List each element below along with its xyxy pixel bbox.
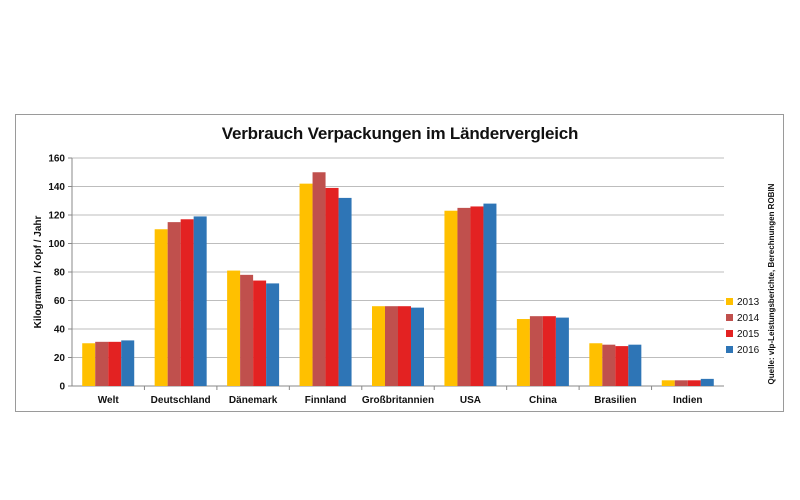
bar-2014-2 [240, 274, 254, 386]
y-tick-label: 60 [54, 296, 66, 307]
y-axis-ticks: 0 20 40 60 80 100 120 140 160 [48, 154, 65, 393]
bar-2013-4 [372, 306, 385, 386]
x-category-label: Finnland [305, 395, 347, 406]
legend-label-2013: 2013 [737, 297, 760, 308]
bar-2016-0 [121, 340, 135, 386]
bar-2014-1 [167, 222, 181, 386]
y-tick-label: 120 [48, 211, 65, 222]
x-category-label: Deutschland [151, 395, 211, 406]
bar-2016-2 [266, 283, 280, 386]
legend-swatch-2013 [726, 298, 733, 305]
legend-swatch-2014 [726, 314, 733, 321]
bar-2014-6 [529, 316, 543, 386]
bar-2013-3 [299, 183, 313, 386]
x-axis-categories: Welt Deutschland Dänemark Finnland Großbrita… [98, 395, 703, 406]
legend-label-2014: 2014 [737, 313, 760, 324]
legend-swatch-2015 [726, 330, 733, 337]
legend: 2013 2014 2015 2016 [726, 297, 760, 356]
bar-2015-1 [180, 219, 194, 386]
legend-swatch-2016 [726, 346, 733, 353]
chart-title: Verbrauch Verpackungen im Ländervergleic… [221, 124, 579, 143]
bar-2013-8 [661, 380, 675, 386]
legend-label-2015: 2015 [737, 329, 760, 340]
x-category-label: Großbritannien [362, 395, 434, 406]
bar-2016-1 [193, 216, 207, 386]
bar-2014-5 [457, 207, 471, 386]
bar-2016-3 [338, 197, 352, 386]
bar-2013-0 [82, 343, 96, 386]
x-category-label: Welt [98, 395, 120, 406]
bar-2014-7 [602, 344, 616, 386]
bar-2016-7 [628, 344, 642, 386]
bar-2015-4 [398, 306, 411, 386]
x-category-label: Indien [673, 395, 702, 406]
bar-2016-5 [483, 203, 497, 386]
bar-2013-1 [154, 229, 168, 386]
y-axis-title: Kilogramm / Kopf / Jahr [33, 215, 44, 328]
x-category-label: USA [460, 395, 481, 406]
x-category-label: Brasilien [594, 395, 636, 406]
y-tick-label: 80 [54, 268, 66, 279]
bar-2015-2 [253, 280, 267, 386]
bar-2015-8 [687, 380, 701, 386]
bar-2014-8 [674, 380, 688, 386]
bar-2014-4 [385, 306, 398, 386]
bar-2015-0 [108, 341, 122, 386]
bar-2015-6 [542, 316, 556, 386]
bar-2013-2 [227, 270, 241, 386]
y-tick-label: 100 [48, 239, 65, 250]
bar-2013-6 [516, 319, 530, 386]
bar-2014-3 [312, 172, 326, 386]
y-tick-label: 20 [54, 353, 66, 364]
y-tick-label: 160 [48, 154, 65, 165]
y-tick-label: 40 [54, 325, 66, 336]
bar-2015-7 [615, 346, 629, 386]
bar-2013-5 [444, 210, 458, 386]
x-category-label: China [529, 395, 557, 406]
bar-2016-4 [411, 307, 424, 386]
legend-label-2016: 2016 [737, 345, 760, 356]
bar-2013-7 [589, 343, 603, 386]
bar-2015-5 [470, 206, 484, 386]
bar-2014-0 [95, 341, 109, 386]
bar-2016-6 [555, 317, 569, 386]
y-tick-label: 140 [48, 182, 65, 193]
bars [82, 172, 714, 386]
bar-2015-3 [325, 187, 339, 386]
bar-2016-8 [700, 378, 714, 386]
x-category-label: Dänemark [229, 395, 278, 406]
y-tick-label: 0 [59, 382, 65, 393]
source-note: Quelle: vlp-Leistungsberichte, Berechnun… [767, 183, 776, 384]
